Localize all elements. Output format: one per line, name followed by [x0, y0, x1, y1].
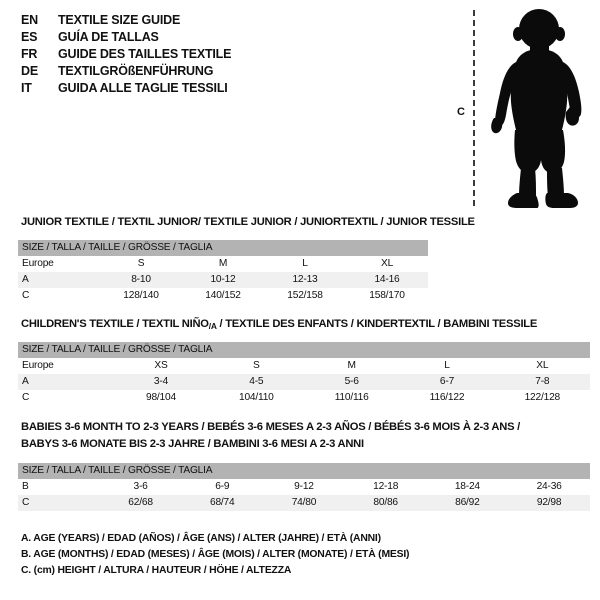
childrens-row-europe-v3: L [399, 358, 495, 374]
table-row: Europe XS S M L XL [18, 358, 590, 374]
childrens-row-europe-v2: M [303, 358, 400, 374]
junior-row-c-label: C [18, 288, 100, 304]
junior-row-europe-v3: XL [346, 256, 428, 272]
table-row: Europe S M L XL [18, 256, 428, 272]
language-title-block: EN TEXTILE SIZE GUIDE ES GUÍA DE TALLAS … [21, 13, 441, 98]
language-row-de: DE TEXTILGRÖßENFÜHRUNG [21, 64, 441, 81]
language-title-fr: GUIDE DES TAILLES TEXTILE [58, 47, 232, 61]
section-title-babies-line1: BABIES 3-6 MONTH TO 2-3 YEARS / BEBÉS 3-… [21, 421, 521, 433]
babies-row-b-v2: 9-12 [263, 479, 345, 495]
legend-row-a: A. AGE (YEARS) / EDAD (AÑOS) / ÂGE (ANS)… [21, 533, 381, 544]
childrens-row-europe-v0: XS [113, 358, 209, 374]
junior-row-a-v1: 10-12 [182, 272, 264, 288]
language-row-it: IT GUIDA ALLE TAGLIE TESSILI [21, 81, 441, 98]
childrens-row-a-label: A [18, 374, 114, 390]
babies-row-b-v0: 3-6 [99, 479, 182, 495]
junior-row-a-v0: 8-10 [100, 272, 182, 288]
table-row: C 62/68 68/74 74/80 80/86 86/92 92/98 [18, 495, 590, 511]
language-title-es: GUÍA DE TALLAS [58, 30, 159, 44]
section-title-childrens-pre: CHILDREN'S TEXTILE / TEXTIL NIÑO [21, 318, 209, 330]
childrens-row-c-v1: 104/110 [208, 390, 304, 406]
language-title-it: GUIDA ALLE TAGLIE TESSILI [58, 81, 228, 95]
childrens-row-a-v0: 3-4 [113, 374, 209, 390]
babies-row-b-v5: 24-36 [508, 479, 590, 495]
babies-size-table: SIZE / TALLA / TAILLE / GRÖSSE / TAGLIA … [18, 463, 590, 511]
babies-row-c-v2: 74/80 [263, 495, 345, 511]
legend-row-b: B. AGE (MONTHS) / EDAD (MESES) / ÂGE (MO… [21, 549, 410, 560]
childrens-table-header-row: SIZE / TALLA / TAILLE / GRÖSSE / TAGLIA [18, 342, 590, 358]
language-title-de: TEXTILGRÖßENFÜHRUNG [58, 64, 214, 78]
babies-row-c-label: C [18, 495, 100, 511]
babies-row-b-v3: 12-18 [344, 479, 427, 495]
junior-row-europe-label: Europe [18, 256, 100, 272]
junior-row-c-v0: 128/140 [100, 288, 182, 304]
childrens-row-europe-label: Europe [18, 358, 114, 374]
height-dashed-line [473, 10, 475, 206]
language-code-en: EN [21, 13, 38, 27]
childrens-row-c-v4: 122/128 [494, 390, 590, 406]
section-title-junior: JUNIOR TEXTILE / TEXTIL JUNIOR/ TEXTILE … [21, 216, 475, 228]
junior-row-c-v1: 140/152 [182, 288, 264, 304]
language-row-en: EN TEXTILE SIZE GUIDE [21, 13, 441, 30]
childrens-row-a-v3: 6-7 [399, 374, 495, 390]
language-code-de: DE [21, 64, 38, 78]
junior-row-europe-v0: S [100, 256, 182, 272]
language-title-en: TEXTILE SIZE GUIDE [58, 13, 181, 27]
babies-table-header-label: SIZE / TALLA / TAILLE / GRÖSSE / TAGLIA [18, 463, 590, 479]
junior-row-europe-v2: L [264, 256, 346, 272]
table-row: B 3-6 6-9 9-12 12-18 18-24 24-36 [18, 479, 590, 495]
babies-row-b-v1: 6-9 [181, 479, 264, 495]
junior-row-c-v3: 158/170 [346, 288, 428, 304]
childrens-row-c-v0: 98/104 [113, 390, 209, 406]
language-code-es: ES [21, 30, 38, 44]
junior-row-c-v2: 152/158 [264, 288, 346, 304]
section-title-childrens: CHILDREN'S TEXTILE / TEXTIL NIÑO/A / TEX… [21, 318, 537, 331]
childrens-table-header-label: SIZE / TALLA / TAILLE / GRÖSSE / TAGLIA [18, 342, 590, 358]
language-row-fr: FR GUIDE DES TAILLES TEXTILE [21, 47, 441, 64]
section-title-childrens-post: / TEXTILE DES ENFANTS / KINDERTEXTIL / B… [216, 318, 538, 330]
legend-row-c: C. (cm) HEIGHT / ALTURA / HAUTEUR / HÖHE… [21, 565, 292, 576]
childrens-row-europe-v4: XL [494, 358, 590, 374]
babies-row-c-v1: 68/74 [181, 495, 264, 511]
childrens-row-c-v3: 116/122 [399, 390, 495, 406]
junior-size-table: SIZE / TALLA / TAILLE / GRÖSSE / TAGLIA … [18, 240, 428, 304]
section-title-childrens-sub: /A [208, 320, 217, 331]
childrens-size-table: SIZE / TALLA / TAILLE / GRÖSSE / TAGLIA … [18, 342, 590, 406]
junior-table-header-row: SIZE / TALLA / TAILLE / GRÖSSE / TAGLIA [18, 240, 428, 256]
height-measure-label: C [457, 106, 465, 118]
childrens-row-c-v2: 110/116 [303, 390, 400, 406]
table-row: A 8-10 10-12 12-13 14-16 [18, 272, 428, 288]
childrens-row-a-v4: 7-8 [494, 374, 590, 390]
junior-row-a-v3: 14-16 [346, 272, 428, 288]
language-row-es: ES GUÍA DE TALLAS [21, 30, 441, 47]
babies-row-b-v4: 18-24 [426, 479, 509, 495]
table-row: C 98/104 104/110 110/116 116/122 122/128 [18, 390, 590, 406]
babies-row-b-label: B [18, 479, 100, 495]
language-code-fr: FR [21, 47, 38, 61]
childrens-row-c-label: C [18, 390, 114, 406]
toddler-silhouette-icon [491, 9, 582, 208]
section-title-babies-line2: BABYS 3-6 MONATE BIS 2-3 JAHRE / BAMBINI… [21, 438, 364, 450]
height-measurement-figure: C [440, 0, 600, 215]
table-row: C 128/140 140/152 152/158 158/170 [18, 288, 428, 304]
legend-block: A. AGE (YEARS) / EDAD (AÑOS) / ÂGE (ANS)… [21, 531, 541, 579]
table-row: A 3-4 4-5 5-6 6-7 7-8 [18, 374, 590, 390]
childrens-row-a-v2: 5-6 [303, 374, 400, 390]
childrens-row-europe-v1: S [208, 358, 304, 374]
junior-row-a-label: A [18, 272, 100, 288]
babies-row-c-v5: 92/98 [508, 495, 590, 511]
junior-row-europe-v1: M [182, 256, 264, 272]
babies-row-c-v4: 86/92 [426, 495, 509, 511]
babies-row-c-v3: 80/86 [344, 495, 427, 511]
junior-row-a-v2: 12-13 [264, 272, 346, 288]
junior-table-header-label: SIZE / TALLA / TAILLE / GRÖSSE / TAGLIA [18, 240, 428, 256]
childrens-row-a-v1: 4-5 [208, 374, 304, 390]
language-code-it: IT [21, 81, 32, 95]
babies-row-c-v0: 62/68 [99, 495, 182, 511]
babies-table-header-row: SIZE / TALLA / TAILLE / GRÖSSE / TAGLIA [18, 463, 590, 479]
